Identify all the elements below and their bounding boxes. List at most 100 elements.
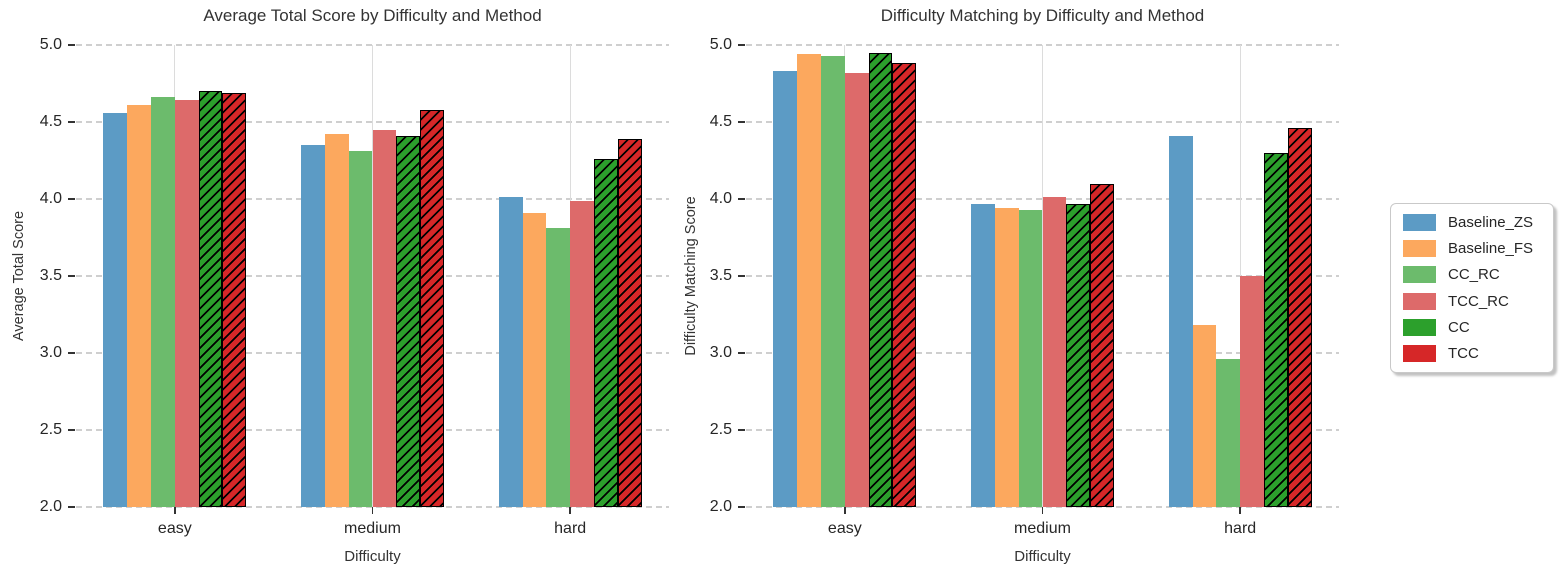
bar-TCC-medium	[420, 109, 444, 507]
legend: Baseline_ZS Baseline_FS CC_RC TCC_RC CC TCC	[1390, 203, 1554, 373]
y-tick-label: 5.0	[709, 36, 732, 53]
y-tick-label: 4.5	[39, 113, 62, 130]
y-tick	[68, 121, 75, 123]
y-tick-label: 5.0	[39, 36, 62, 53]
bar-CC_RC-easy	[151, 97, 175, 507]
y-tick	[68, 198, 75, 200]
y-tick-label: 2.5	[709, 421, 732, 438]
y-tick	[738, 198, 745, 200]
bar-TCC_RC-easy	[174, 100, 199, 507]
bar-Baseline_FS-medium	[994, 208, 1019, 507]
bar-Baseline_FS-medium	[324, 134, 349, 507]
legend-item-TCC_RC: TCC_RC	[1403, 292, 1541, 310]
bar-Baseline_FS-hard	[522, 212, 547, 507]
bar-CC_RC-hard	[1216, 359, 1241, 507]
legend-label: CC	[1448, 318, 1470, 336]
y-tick	[738, 352, 745, 354]
x-tick-label: hard	[554, 520, 587, 537]
legend-label: TCC_RC	[1448, 292, 1509, 310]
y-tick-label: 3.0	[39, 344, 62, 361]
bar-TCC-hard	[1287, 128, 1312, 507]
y-tick	[738, 275, 745, 277]
y-tick	[738, 121, 745, 123]
y-tick	[68, 275, 75, 277]
x-tick	[844, 507, 846, 514]
x-tick-label: medium	[1014, 520, 1071, 537]
y-tick	[68, 352, 75, 354]
legend-swatch-TCC_RC	[1403, 292, 1436, 310]
gridline-horizontal	[746, 44, 1339, 46]
x-tick	[174, 507, 176, 514]
legend-swatch-Baseline_FS	[1403, 240, 1436, 258]
y-tick	[68, 429, 75, 431]
legend-label: CC_RC	[1448, 266, 1500, 284]
x-tick-label: hard	[1224, 520, 1257, 537]
bar-Baseline_FS-easy	[127, 105, 152, 507]
x-axis-label: Difficulty	[1014, 548, 1071, 565]
y-tick	[738, 429, 745, 431]
x-axis-label: Difficulty	[344, 548, 401, 565]
y-tick	[738, 44, 745, 46]
bar-Baseline_FS-hard	[1192, 325, 1217, 507]
legend-label: Baseline_FS	[1448, 240, 1534, 258]
y-tick-label: 2.0	[709, 498, 732, 515]
bar-Baseline_ZS-medium	[301, 145, 325, 507]
bar-CC-hard	[1263, 152, 1288, 507]
legend-item-TCC: TCC	[1403, 344, 1541, 362]
y-tick-label: 3.5	[39, 267, 62, 284]
legend-swatch-CC_RC	[1403, 266, 1436, 284]
legend-item-Baseline_FS: Baseline_FS	[1403, 240, 1541, 258]
bar-Baseline_FS-easy	[797, 54, 822, 507]
bar-TCC_RC-easy	[844, 72, 869, 507]
legend-label: Baseline_ZS	[1448, 214, 1534, 231]
y-tick-label: 4.5	[709, 113, 732, 130]
bar-CC-medium	[1066, 203, 1091, 507]
bar-CC-easy	[868, 52, 893, 507]
legend-label: TCC	[1448, 344, 1479, 362]
y-tick-label: 2.5	[39, 421, 62, 438]
y-tick	[68, 506, 75, 508]
bar-Baseline_ZS-hard	[1168, 135, 1193, 507]
x-tick	[371, 507, 374, 514]
bar-CC_RC-easy	[821, 55, 845, 507]
bar-CC-easy	[198, 91, 223, 507]
bar-TCC-easy	[222, 92, 247, 507]
bar-TCC_RC-medium	[372, 129, 397, 507]
gridline-vertical	[1041, 45, 1044, 507]
x-tick-label: easy	[827, 520, 862, 537]
chart-title: Average Total Score by Difficulty and Me…	[203, 6, 542, 25]
x-tick	[1041, 507, 1044, 514]
y-tick-label: 4.0	[709, 190, 732, 207]
legend-swatch-Baseline_ZS	[1403, 214, 1436, 231]
bar-TCC-medium	[1090, 183, 1114, 507]
legend-swatch-TCC	[1403, 344, 1436, 362]
legend-item-CC_RC: CC_RC	[1403, 266, 1541, 284]
bar-Baseline_ZS-easy	[103, 112, 128, 507]
bar-Baseline_ZS-medium	[971, 203, 995, 507]
y-tick	[68, 44, 75, 46]
gridline-horizontal	[76, 44, 669, 46]
legend-item-CC: CC	[1403, 318, 1541, 336]
x-tick	[569, 507, 571, 514]
chart-title: Difficulty Matching by Difficulty and Me…	[880, 6, 1205, 25]
x-tick	[1239, 507, 1241, 514]
y-tick-label: 3.0	[709, 344, 732, 361]
legend-swatch-CC	[1403, 318, 1436, 336]
y-tick-label: 4.0	[39, 190, 62, 207]
bar-CC-hard	[593, 158, 618, 507]
bar-TCC_RC-hard	[1240, 276, 1264, 507]
gridline-vertical	[371, 45, 374, 507]
y-tick-label: 2.0	[39, 498, 62, 515]
y-tick	[738, 506, 745, 508]
bar-TCC_RC-medium	[1042, 197, 1067, 507]
bar-Baseline_ZS-hard	[498, 197, 523, 507]
y-tick-label: 3.5	[709, 267, 732, 284]
x-tick-label: medium	[344, 520, 401, 537]
bar-TCC-hard	[617, 138, 642, 507]
bar-CC_RC-hard	[546, 228, 571, 507]
x-tick-label: easy	[157, 520, 192, 537]
bar-CC-medium	[396, 135, 421, 507]
